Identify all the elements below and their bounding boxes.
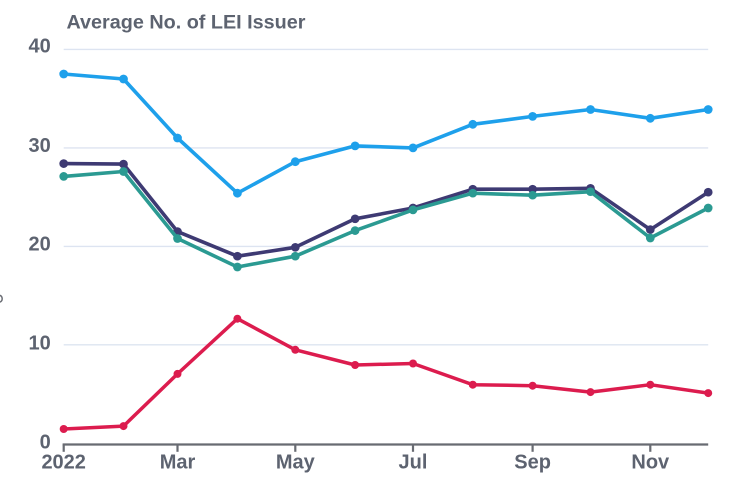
svg-text:10: 10 xyxy=(29,333,51,355)
svg-text:2022: 2022 xyxy=(41,451,86,473)
svg-text:Average No. of LEI Issuer: Average No. of LEI Issuer xyxy=(67,12,306,34)
svg-text:Mar: Mar xyxy=(160,451,196,473)
svg-text:Jul: Jul xyxy=(399,451,428,473)
svg-text:0: 0 xyxy=(40,432,51,454)
svg-text:20: 20 xyxy=(29,234,51,256)
svg-text:Sep: Sep xyxy=(514,451,551,473)
svg-text:Nov: Nov xyxy=(631,451,670,473)
svg-text:40: 40 xyxy=(29,36,51,58)
svg-text:May: May xyxy=(276,451,316,473)
svg-text:30: 30 xyxy=(29,135,51,157)
